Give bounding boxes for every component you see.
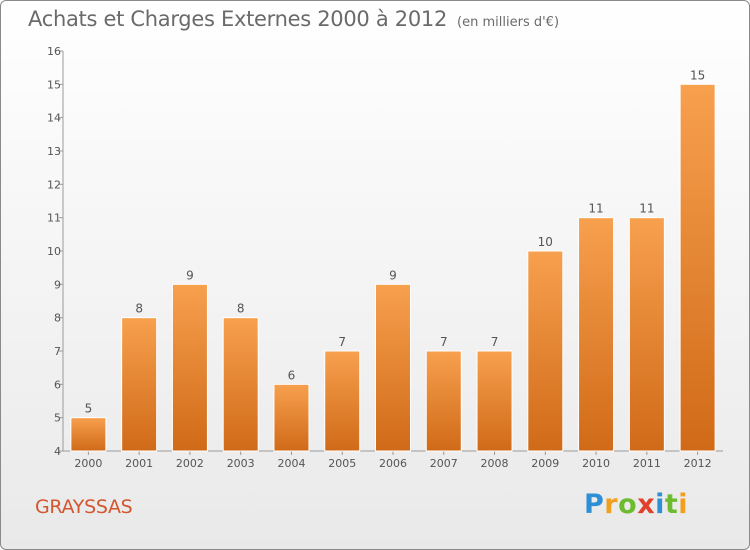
bar-2004 [273, 383, 310, 452]
x-tick-label-2001: 2001 [125, 457, 153, 470]
value-label-2010: 11 [588, 202, 603, 216]
value-label-2006: 9 [389, 268, 397, 282]
value-label-2000: 5 [85, 402, 93, 416]
bar-2010 [578, 217, 615, 452]
bars [70, 83, 716, 452]
bar-2011 [628, 217, 665, 452]
value-label-2005: 7 [338, 335, 346, 349]
bar-2008 [476, 350, 513, 452]
y-tick-label: 4 [54, 445, 61, 458]
value-label-2009: 10 [538, 235, 553, 249]
y-tick-label: 11 [47, 212, 61, 225]
bar-2005 [324, 350, 361, 452]
bar-2006 [375, 283, 411, 452]
y-tick-label: 12 [47, 178, 61, 191]
x-tick-label-2007: 2007 [430, 457, 458, 470]
y-tick-label: 5 [54, 412, 61, 425]
x-tick-label-2012: 2012 [684, 457, 712, 470]
value-label-2001: 8 [135, 302, 143, 316]
x-tick-label-2009: 2009 [531, 457, 559, 470]
bar-2012 [679, 83, 716, 452]
bar-2000 [70, 417, 107, 452]
y-tick-label: 10 [47, 245, 61, 258]
x-tick-label-2011: 2011 [633, 457, 661, 470]
x-tick-label-2003: 2003 [227, 457, 255, 470]
x-tick-label-2005: 2005 [328, 457, 356, 470]
y-tick-label: 15 [47, 78, 61, 91]
bar-2009 [527, 250, 564, 452]
y-tick-label: 13 [47, 145, 61, 158]
x-tick-label-2002: 2002 [176, 457, 204, 470]
y-tick-label: 9 [54, 278, 61, 291]
value-label-2002: 9 [186, 268, 194, 282]
value-label-2007: 7 [440, 335, 448, 349]
y-tick-label: 6 [54, 378, 61, 391]
bar-2007 [425, 350, 462, 452]
bar-2001 [121, 317, 158, 452]
value-label-2011: 11 [639, 202, 654, 216]
proxiti-logo[interactable]: Proxiti [584, 489, 689, 520]
x-tick-label-2004: 2004 [277, 457, 305, 470]
y-tick-label: 16 [47, 45, 61, 58]
value-label-2012: 15 [690, 68, 705, 82]
x-tick-label-2008: 2008 [481, 457, 509, 470]
x-tick-label-2000: 2000 [74, 457, 102, 470]
bar-2002 [171, 283, 208, 452]
x-tick-label-2006: 2006 [379, 457, 407, 470]
bar-2003 [222, 317, 259, 452]
chart-unit: (en milliers d'€) [457, 15, 560, 30]
y-tick-label: 8 [54, 312, 61, 325]
value-label-2004: 6 [288, 368, 296, 382]
x-tick-label-2010: 2010 [582, 457, 610, 470]
y-tick-label: 14 [47, 112, 61, 125]
chart-title-text: Achats et Charges Externes 2000 à 2012 [28, 7, 448, 31]
y-tick-label: 7 [54, 345, 61, 358]
value-label-2008: 7 [491, 335, 499, 349]
chart-title: Achats et Charges Externes 2000 à 2012 (e… [28, 7, 559, 31]
value-label-2003: 8 [237, 302, 245, 316]
commune-name: GRAYSSAS [35, 496, 133, 518]
value-labels: 5 8 9 8 6 7 9 7 7 10 11 11 15 [85, 68, 706, 415]
